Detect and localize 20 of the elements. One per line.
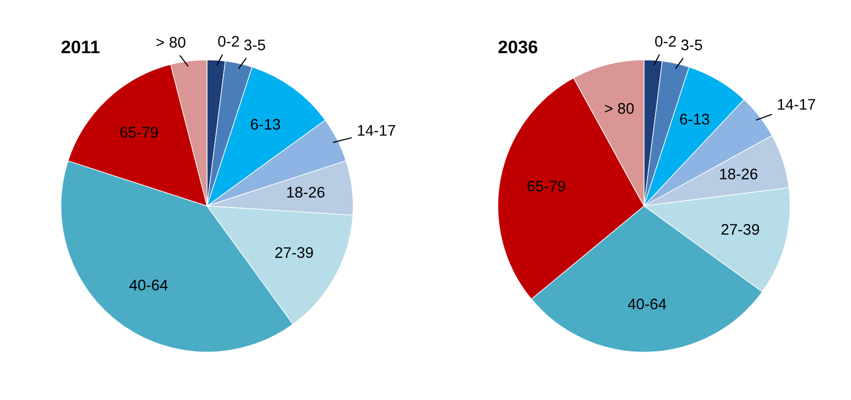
- slice-label: 6-13: [680, 114, 710, 125]
- slice-label: > 80: [156, 36, 186, 48]
- slice-label: 65-79: [528, 180, 566, 192]
- slice-label: 18-26: [720, 168, 758, 180]
- slice-label: 40-64: [129, 280, 168, 290]
- slice-label: 14-17: [358, 125, 396, 136]
- slice-label: 3-5: [244, 40, 266, 50]
- chart-title: 2036: [498, 40, 538, 54]
- chart-title: 2011: [61, 40, 100, 54]
- slice-label: 27-39: [275, 247, 313, 258]
- slice-label: 0-2: [655, 36, 676, 47]
- slice-label: 0-2: [218, 36, 239, 47]
- slice-label: 6-13: [250, 118, 280, 130]
- slice-label: > 80: [604, 103, 634, 114]
- slice-label: 65-79: [120, 126, 158, 138]
- slice-label: 14-17: [778, 99, 816, 110]
- slice-label: 27-39: [721, 224, 760, 235]
- slice-label: 3-5: [681, 40, 702, 50]
- slice-label: 40-64: [628, 298, 666, 310]
- slice-label: 18-26: [287, 186, 324, 198]
